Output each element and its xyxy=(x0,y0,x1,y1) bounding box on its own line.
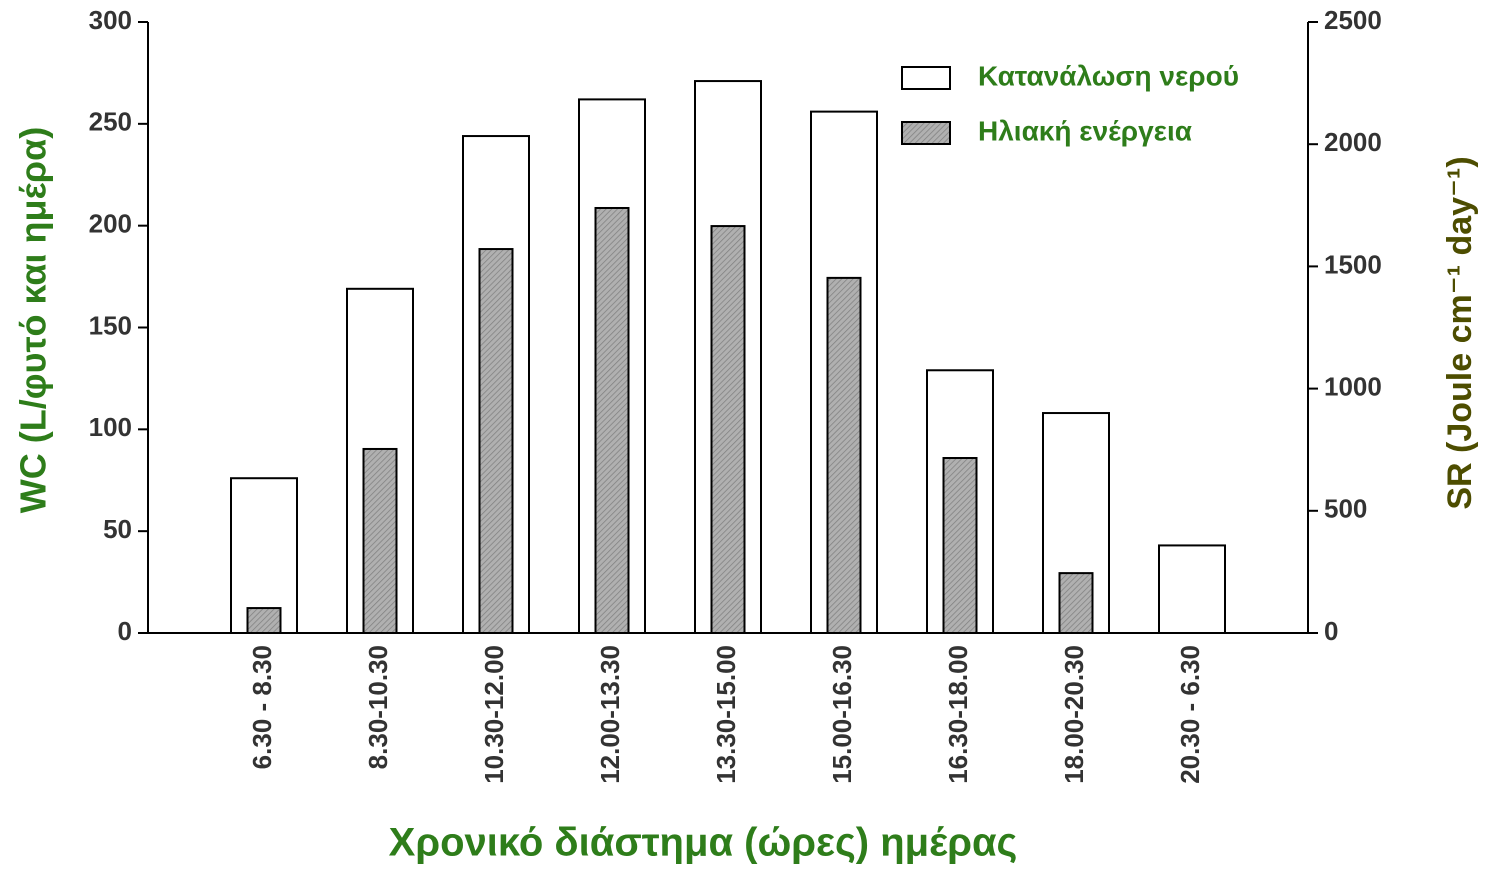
legend-swatch xyxy=(901,66,951,90)
y-tick-label: 250 xyxy=(89,107,132,137)
legend-swatch xyxy=(901,121,951,145)
legend-label: Κατανάλωση νερού xyxy=(978,60,1239,91)
x-tick-label: 8.30-10.30 xyxy=(363,645,393,769)
y-tick-label: 50 xyxy=(103,514,132,544)
x-tick-label: 20.30 - 6.30 xyxy=(1175,645,1205,784)
y-tick-label: 200 xyxy=(89,209,132,239)
bar xyxy=(246,607,282,635)
bar xyxy=(826,276,862,634)
bar xyxy=(362,447,398,634)
y2-tick-label: 500 xyxy=(1324,494,1367,524)
x-tick-label: 10.30-12.00 xyxy=(479,645,509,784)
bar xyxy=(594,206,630,634)
x-axis-title: Χρονικό διάστημα (ώρες) ημέρας xyxy=(389,821,1018,865)
y2-tick-label: 2000 xyxy=(1324,127,1382,157)
legend-label: Ηλιακή ενέργεια xyxy=(978,115,1192,146)
bar xyxy=(1058,572,1094,635)
x-tick-label: 18.00-20.30 xyxy=(1059,645,1089,784)
x-tick-label: 15.00-16.30 xyxy=(827,645,857,784)
y2-tick-label: 1000 xyxy=(1324,371,1382,401)
x-tick-label: 12.00-13.30 xyxy=(595,645,625,784)
x-tick-label: 6.30 - 8.30 xyxy=(247,645,277,769)
y2-tick-label: 1500 xyxy=(1324,249,1382,279)
bar xyxy=(942,457,978,635)
bar xyxy=(478,248,514,634)
x-tick-label: 13.30-15.00 xyxy=(711,645,741,784)
y2-tick-label: 2500 xyxy=(1324,5,1382,35)
bar xyxy=(1158,544,1226,635)
y-tick-label: 0 xyxy=(118,616,132,646)
y-tick-label: 150 xyxy=(89,310,132,340)
y2-tick-label: 0 xyxy=(1324,616,1338,646)
bar xyxy=(710,225,746,634)
y-axis-title: WC (L/φυτό και ημέρα) xyxy=(13,127,54,513)
y-tick-label: 300 xyxy=(89,5,132,35)
x-tick-label: 16.30-18.00 xyxy=(943,645,973,784)
y-tick-label: 100 xyxy=(89,412,132,442)
y2-axis-title: SR (Joule cm⁻¹ day⁻¹) xyxy=(1441,156,1479,509)
